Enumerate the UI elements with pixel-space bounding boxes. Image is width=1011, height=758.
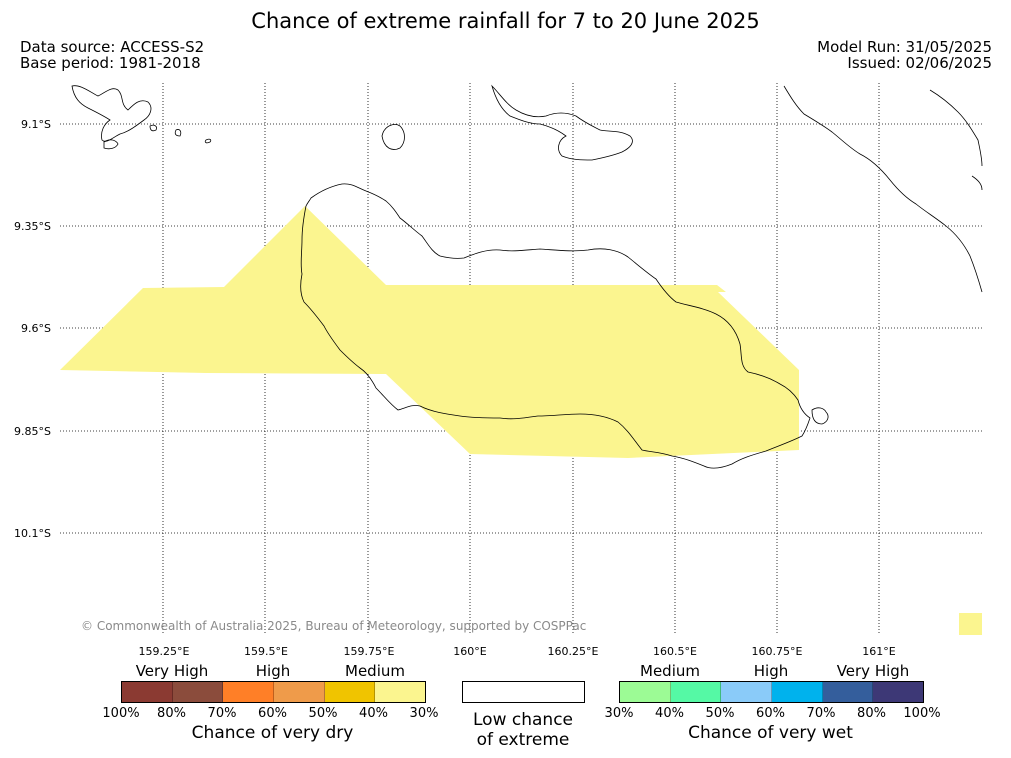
wet-swatch-2 (721, 682, 773, 702)
coastline-nw-islet-3 (174, 129, 182, 137)
wet-color-scale (619, 681, 924, 703)
coastline-savo (381, 124, 405, 150)
coastline-nw-islet-1 (103, 139, 119, 150)
dry-tick-label: 80% (157, 706, 186, 721)
wet-swatch-1 (670, 682, 722, 702)
wet-tick-label: 30% (604, 706, 634, 721)
map-color-swatch (959, 613, 982, 635)
wet-tick-label: 60% (756, 706, 785, 721)
dry-tick-label: 40% (359, 706, 388, 721)
dry-swatch-4 (324, 682, 376, 702)
dry-tick-label: 70% (207, 706, 237, 721)
coastline (71, 84, 983, 469)
lat-label: 9.1°S (21, 118, 51, 131)
dry-tick-label: 50% (308, 706, 338, 721)
low-caption-line1: Low chance (473, 710, 573, 730)
low-chance-caption: Low chance of extreme (443, 710, 603, 750)
wet-category-medium: Medium (640, 662, 700, 680)
wet-swatch-4 (822, 682, 874, 702)
lon-label: 159.75°E (343, 645, 395, 658)
dry-swatch-3 (274, 682, 325, 702)
coastline-malaita-north (929, 89, 983, 167)
dry-swatch-2 (223, 682, 275, 702)
lat-label: 10.1°S (14, 527, 51, 540)
wet-tick-label: 80% (857, 706, 886, 721)
low-chance-swatch (462, 681, 585, 703)
dry-color-scale (121, 681, 426, 703)
wet-tick-label: 40% (655, 706, 684, 721)
coastline-nw-islands (71, 85, 152, 142)
copyright-credit: © Commonwealth of Australia 2025, Bureau… (81, 619, 587, 633)
rainfall-chance-area (60, 206, 799, 458)
dry-caption: Chance of very dry (191, 723, 354, 743)
wet-category-high: High (753, 662, 789, 680)
lon-label: 160.25°E (547, 645, 599, 658)
wet-tick-label: 70% (806, 706, 836, 721)
dry-category-very-high: Very High (135, 662, 209, 680)
coastline-guadalcanal (300, 183, 811, 469)
map-title: Chance of extreme rainfall for 7 to 20 J… (251, 9, 760, 33)
dry-category-high: High (255, 662, 291, 680)
coastline-nw-islet-4 (204, 138, 212, 144)
lat-label: 9.85°S (14, 425, 51, 438)
issued-date: Issued: 02/06/2025 (847, 54, 992, 72)
wet-swatch-3 (772, 682, 823, 702)
meta-left: Data source: ACCESS-S2 Base period: 1981… (20, 39, 204, 71)
wet-tick-label: 100% (903, 706, 941, 721)
lon-label: 160°E (453, 645, 487, 658)
model-run: Model Run: 31/05/2025 (817, 38, 992, 56)
lon-label: 159.25°E (138, 645, 190, 658)
lat-label: 9.6°S (21, 322, 51, 335)
low-caption-line2: of extreme (476, 730, 570, 750)
lon-label: 160.75°E (751, 645, 803, 658)
wet-tick-label: 50% (705, 706, 735, 721)
dry-tick-label: 30% (409, 706, 439, 721)
coastline-malaita (783, 85, 983, 293)
coastline-east-islet (971, 175, 983, 191)
dry-swatch-0 (122, 682, 173, 702)
wet-category-very-high: Very High (836, 662, 910, 680)
lat-label: 9.35°S (14, 220, 51, 233)
lon-label: 159.5°E (244, 645, 288, 658)
dry-swatch-5 (375, 682, 426, 702)
dry-tick-label: 100% (102, 706, 140, 721)
lon-label: 161°E (862, 645, 896, 658)
dry-tick-label: 60% (258, 706, 287, 721)
wet-caption: Chance of very wet (688, 723, 853, 743)
dry-swatch-1 (172, 682, 224, 702)
coastline-islet (811, 407, 829, 425)
meta-right: Model Run: 31/05/2025 Issued: 02/06/2025 (817, 39, 992, 71)
coastline-nggela (491, 84, 633, 161)
wet-swatch-0 (620, 682, 671, 702)
coastline-nw-islet-2 (149, 124, 157, 132)
dry-category-medium: Medium (345, 662, 405, 680)
base-period: Base period: 1981-2018 (20, 54, 201, 72)
data-source: Data source: ACCESS-S2 (20, 38, 205, 56)
lon-label: 160.5°E (653, 645, 697, 658)
wet-swatch-5 (873, 682, 924, 702)
